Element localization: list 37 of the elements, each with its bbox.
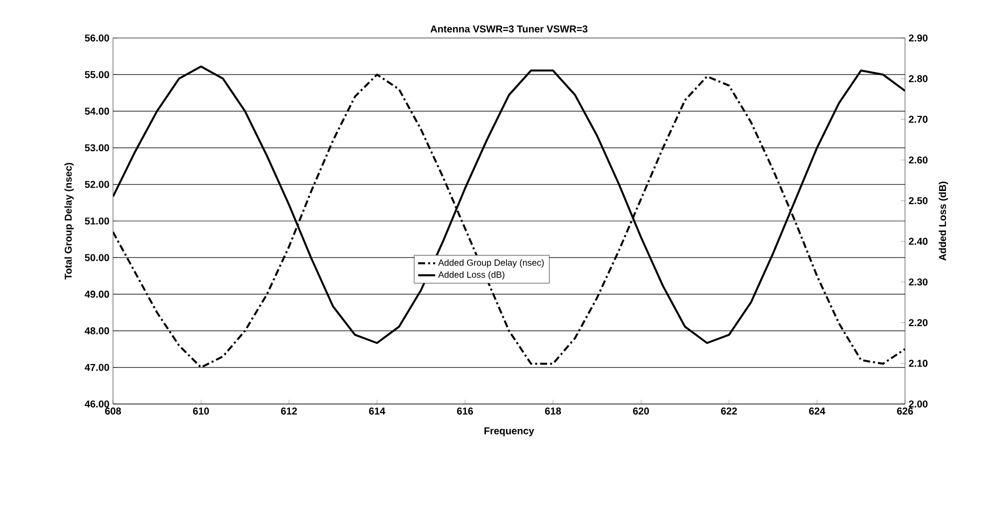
y2-tick-label: 2.70 bbox=[908, 116, 928, 123]
x-tick-label: 610 bbox=[193, 408, 209, 415]
y2-tick-label: 2.00 bbox=[908, 400, 928, 408]
x-axis-title: Frequency bbox=[484, 427, 534, 436]
y2-tick-label: 2.20 bbox=[908, 319, 928, 326]
legend-label: Added Group Delay (nsec) bbox=[438, 259, 544, 268]
y2-tick-label: 2.50 bbox=[908, 197, 928, 204]
y-tick-label: 56.00 bbox=[84, 34, 110, 42]
y-tick-label: 46.00 bbox=[84, 400, 110, 408]
y-tick-label: 53.00 bbox=[84, 144, 110, 152]
y2-axis-title: Added Loss (dB) bbox=[938, 182, 948, 261]
y2-tick-label: 2.80 bbox=[908, 75, 928, 82]
y-tick-label: 50.00 bbox=[84, 254, 110, 262]
y2-tick-label: 2.40 bbox=[908, 238, 928, 245]
x-tick-label: 622 bbox=[721, 408, 737, 415]
y-tick-label: 49.00 bbox=[84, 290, 110, 298]
y-tick-label: 48.00 bbox=[84, 327, 110, 334]
y-tick-label: 51.00 bbox=[84, 217, 110, 225]
y2-tick-label: 2.10 bbox=[908, 360, 928, 367]
y-tick-label: 55.00 bbox=[84, 71, 110, 78]
y2-tick-label: 2.90 bbox=[908, 34, 928, 42]
x-tick-label: 614 bbox=[369, 408, 386, 415]
y-axis-title: Total Group Delay (nsec) bbox=[64, 162, 74, 280]
x-tick-label: 618 bbox=[545, 408, 562, 415]
x-tick-label: 612 bbox=[281, 408, 297, 415]
x-tick-label: 616 bbox=[457, 408, 473, 415]
x-tick-label: 626 bbox=[897, 408, 913, 415]
x-tick-label: 608 bbox=[105, 408, 122, 415]
y-tick-label: 54.00 bbox=[84, 108, 110, 115]
y2-tick-label: 2.30 bbox=[908, 278, 928, 286]
y2-tick-label: 2.60 bbox=[908, 156, 928, 164]
y-tick-label: 52.00 bbox=[84, 180, 110, 188]
legend-label: Added Loss (dB) bbox=[438, 271, 504, 280]
x-tick-label: 624 bbox=[809, 408, 826, 415]
y-tick-label: 47.00 bbox=[84, 364, 110, 371]
chart-title: Antenna VSWR=3 Tuner VSWR=3 bbox=[430, 25, 588, 32]
x-tick-label: 620 bbox=[633, 408, 649, 415]
